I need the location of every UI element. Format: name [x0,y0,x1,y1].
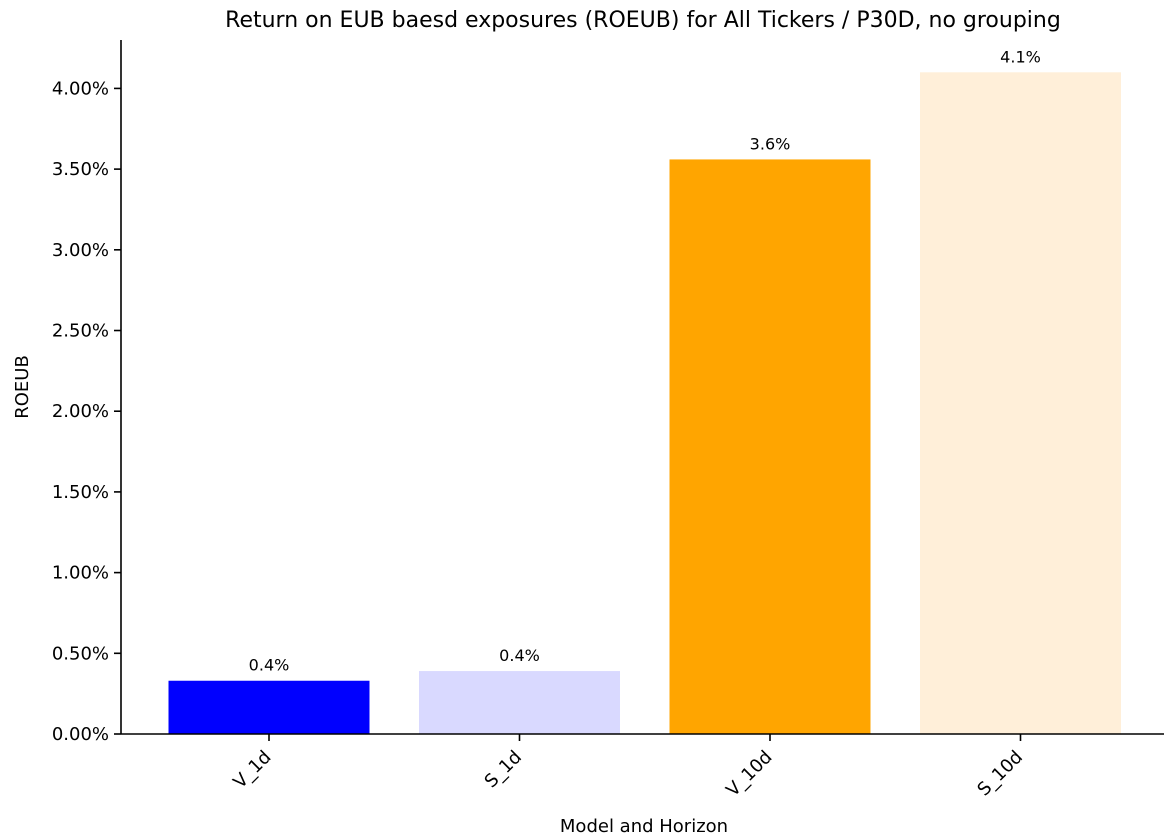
chart-title: Return on EUB baesd exposures (ROEUB) fo… [225,8,1061,33]
y-tick-label: 4.00% [52,78,109,99]
y-tick-label: 3.50% [52,159,109,180]
y-tick-label: 1.00% [52,563,109,584]
y-tick-label: 0.50% [52,643,109,664]
y-tick-label: 1.50% [52,482,109,503]
bar-value-label: 4.1% [1000,47,1041,66]
y-tick-label: 0.00% [52,724,109,745]
x-axis-label: Model and Horizon [560,816,728,837]
y-axis-label: ROEUB [12,355,33,419]
bar-value-label: 0.4% [499,646,540,665]
y-tick-label: 2.00% [52,401,109,422]
x-tick-label: S_1d [481,747,526,792]
bar [669,159,871,734]
y-tick-label: 3.00% [52,240,109,261]
bar [920,72,1121,735]
bar-value-label: 3.6% [750,134,791,153]
x-tick-label: V_1d [229,747,275,793]
bar [168,680,370,734]
x-tick-label: S_10d [973,747,1027,801]
y-tick-label: 2.50% [52,321,109,342]
x-tick-label: V_10d [722,747,776,801]
bar [419,671,620,734]
plot-area: 0.00% 0.50% 1.00% 1.50% 2.00% 2.50% 3.00% 3.50%… [52,47,1121,801]
bar-value-label: 0.4% [249,656,290,675]
